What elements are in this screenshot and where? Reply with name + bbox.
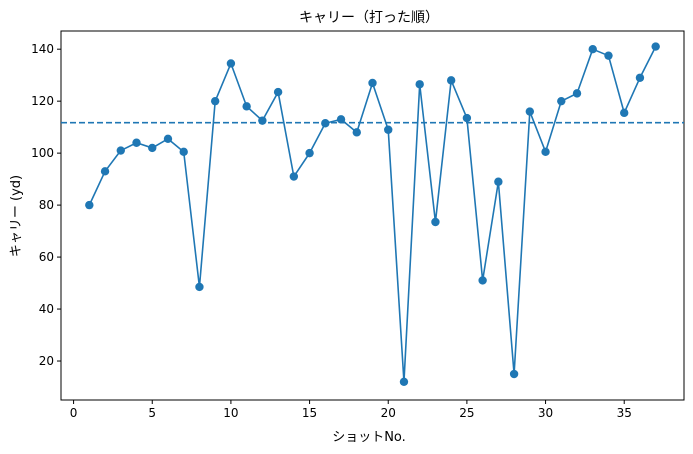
y-tick-label: 100	[31, 146, 54, 160]
data-point	[179, 147, 188, 157]
y-tick-label: 80	[39, 198, 54, 212]
data-point	[541, 147, 550, 157]
data-point	[494, 177, 503, 186]
data-point	[163, 134, 173, 144]
data-point	[651, 42, 660, 51]
plot-frame	[60, 30, 685, 401]
axes: 0 5 10 15 20 25 30 35 20 40 60 80 100 120 140	[31, 30, 685, 420]
data-point	[132, 138, 141, 147]
x-tick-label: 20	[381, 406, 396, 420]
data-point	[242, 102, 251, 111]
data-point	[321, 119, 330, 128]
y-tick-label: 60	[39, 250, 54, 264]
y-tick-label: 140	[31, 42, 54, 56]
data-point	[572, 89, 582, 98]
data-point	[85, 200, 94, 210]
data-point	[210, 96, 220, 106]
x-tick-label: 10	[223, 406, 238, 420]
data-point	[336, 115, 346, 124]
data-point	[195, 282, 204, 292]
data-point	[226, 59, 236, 68]
data-point	[635, 73, 645, 82]
data-point	[384, 125, 393, 134]
data-point	[352, 128, 361, 137]
data-point	[478, 276, 487, 285]
data-point	[100, 167, 110, 176]
data-point	[525, 107, 535, 116]
data-point	[620, 108, 629, 118]
data-point	[604, 51, 613, 60]
x-tick-label: 5	[148, 406, 156, 420]
data-point	[289, 172, 299, 181]
data-point	[273, 87, 283, 97]
data-point	[462, 113, 472, 123]
x-axis-label: ショットNo.	[332, 430, 406, 445]
data-point	[446, 76, 456, 85]
data-point	[509, 369, 519, 379]
data-point	[588, 44, 597, 54]
x-tick-label: 25	[459, 406, 474, 420]
data-point	[368, 78, 377, 88]
x-tick-label: 0	[70, 406, 78, 420]
data-point	[116, 146, 125, 155]
x-tick-label: 35	[617, 406, 632, 420]
data-point	[431, 217, 440, 227]
series-line	[88, 46, 657, 383]
y-tick-label: 20	[39, 354, 54, 368]
data-point	[399, 377, 409, 387]
x-tick-label: 30	[538, 406, 553, 420]
y-tick-label: 40	[39, 302, 54, 316]
x-tick-label: 15	[302, 406, 317, 420]
data-point	[148, 143, 157, 153]
chart-title: キャリー（打った順）	[299, 9, 439, 26]
series-layer	[85, 42, 660, 387]
y-tick-label: 120	[31, 94, 54, 108]
data-point	[258, 116, 267, 125]
data-point	[305, 148, 314, 158]
data-point	[557, 96, 566, 106]
data-point	[415, 80, 424, 89]
y-axis-label: キャリー (yd)	[9, 175, 24, 257]
